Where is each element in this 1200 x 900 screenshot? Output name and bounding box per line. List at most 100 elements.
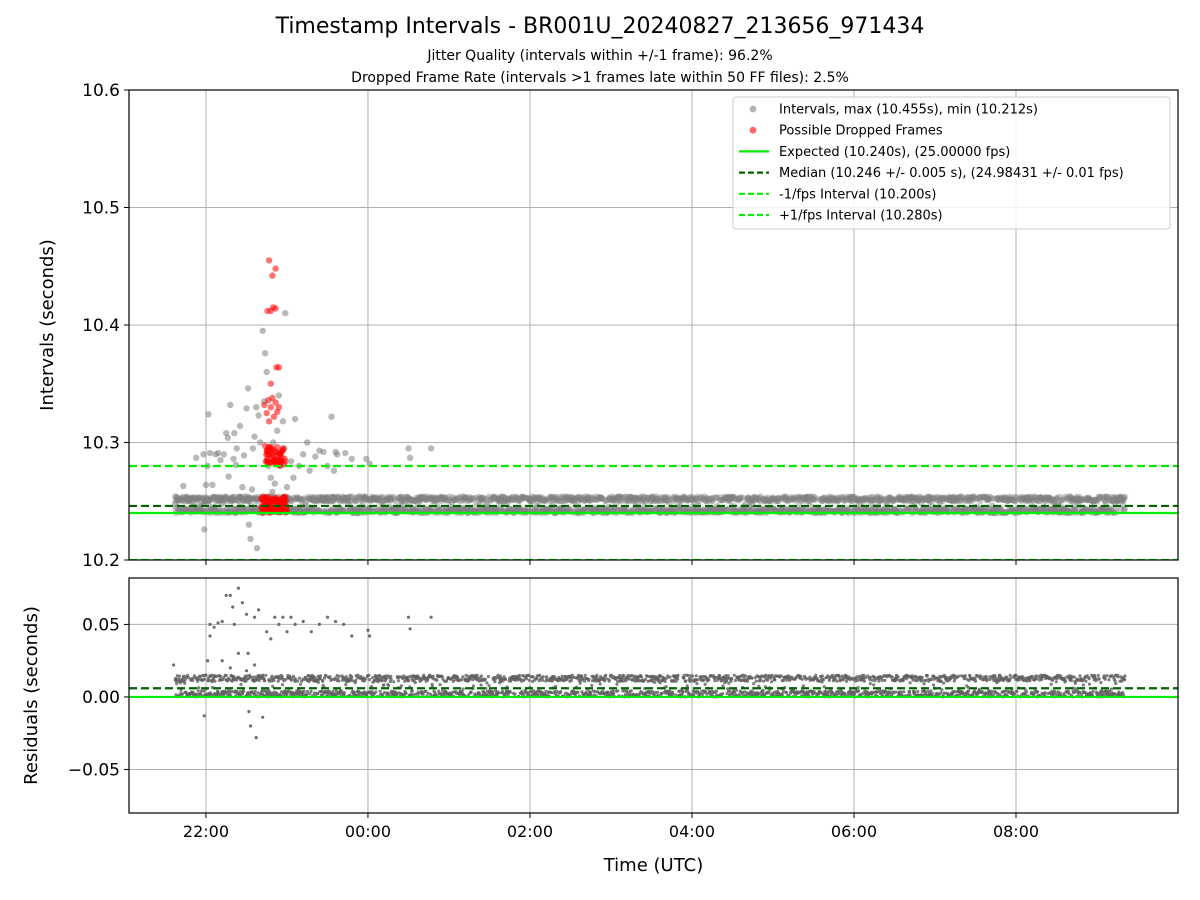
band-point xyxy=(340,497,347,505)
band-point xyxy=(553,689,557,694)
band-point xyxy=(310,494,317,501)
band-point xyxy=(601,689,605,693)
band-point xyxy=(342,497,349,504)
band-point xyxy=(658,494,665,501)
band-point xyxy=(554,496,561,503)
band-point xyxy=(795,505,802,513)
band-point xyxy=(999,495,1006,503)
band-point xyxy=(1038,494,1045,502)
band-point xyxy=(496,497,503,505)
band-point xyxy=(543,506,550,513)
band-point xyxy=(909,494,917,501)
band-point xyxy=(248,495,256,503)
band-point xyxy=(509,493,516,501)
band-point xyxy=(363,495,370,502)
band-point xyxy=(290,506,297,514)
band-point xyxy=(691,506,698,513)
band-point xyxy=(624,496,631,503)
band-point xyxy=(804,493,812,500)
band-point xyxy=(429,498,436,505)
band-point xyxy=(665,496,673,503)
band-point xyxy=(591,505,598,512)
band-point xyxy=(803,494,810,501)
band-point xyxy=(596,505,603,513)
band-point xyxy=(410,496,417,504)
band-point xyxy=(431,674,435,678)
band-point xyxy=(769,495,776,503)
band-point xyxy=(471,678,475,682)
band-point xyxy=(415,495,422,502)
band-point xyxy=(724,496,731,504)
band-point xyxy=(880,678,884,683)
band-point xyxy=(629,689,633,693)
band-point xyxy=(396,495,403,502)
band-point xyxy=(718,496,725,504)
band-point xyxy=(616,496,623,503)
band-point xyxy=(637,507,644,514)
interval-point-0 xyxy=(255,412,262,419)
band-point xyxy=(1009,506,1016,514)
band-point xyxy=(452,495,459,502)
band-point xyxy=(985,495,992,503)
band-point xyxy=(523,495,530,502)
band-point xyxy=(853,496,860,504)
band-point xyxy=(324,495,331,502)
band-point xyxy=(981,493,988,500)
band-point xyxy=(733,678,738,683)
band-point xyxy=(446,493,453,500)
band-point xyxy=(331,496,338,503)
band-point xyxy=(843,495,850,503)
band-point xyxy=(251,494,258,501)
band-point xyxy=(507,496,515,503)
band-point xyxy=(891,506,898,513)
band-point xyxy=(622,506,629,513)
band-point xyxy=(352,497,360,504)
band-point xyxy=(1067,497,1075,504)
interval-point-0 xyxy=(225,473,232,480)
band-point xyxy=(983,496,990,504)
band-point xyxy=(710,494,717,501)
band-point xyxy=(885,497,892,504)
band-point xyxy=(500,499,507,506)
band-point xyxy=(1059,505,1067,513)
band-point xyxy=(670,493,677,501)
band-point xyxy=(586,493,593,501)
band-point xyxy=(501,493,508,501)
band-point xyxy=(880,505,888,513)
band-point xyxy=(1096,494,1104,501)
band-point xyxy=(764,506,771,513)
band-point xyxy=(395,494,402,502)
band-point xyxy=(373,506,380,514)
band-point xyxy=(610,495,617,502)
band-point xyxy=(823,497,830,504)
band-point xyxy=(387,494,394,501)
band-point xyxy=(486,674,490,679)
band-point xyxy=(569,692,573,696)
band-point xyxy=(672,495,679,502)
band-point xyxy=(728,493,736,500)
band-point xyxy=(492,505,499,513)
band-point xyxy=(481,505,488,512)
band-point xyxy=(555,494,562,501)
interval-point-0 xyxy=(253,404,260,411)
band-point xyxy=(737,494,745,501)
band-point xyxy=(488,496,495,504)
band-point xyxy=(366,505,373,513)
band-point xyxy=(701,493,708,500)
band-point xyxy=(954,506,961,513)
band-point xyxy=(417,496,425,503)
band-point xyxy=(933,496,940,504)
band-point xyxy=(948,506,955,513)
band-point xyxy=(375,496,382,503)
band-point xyxy=(1082,496,1090,503)
band-point xyxy=(215,494,222,501)
band-point xyxy=(231,505,238,513)
band-point xyxy=(313,497,321,504)
band-point xyxy=(700,692,705,697)
band-point xyxy=(505,495,512,502)
band-point xyxy=(652,495,660,502)
band-point xyxy=(714,689,719,693)
band-point xyxy=(1037,494,1045,501)
band-point xyxy=(455,505,462,513)
